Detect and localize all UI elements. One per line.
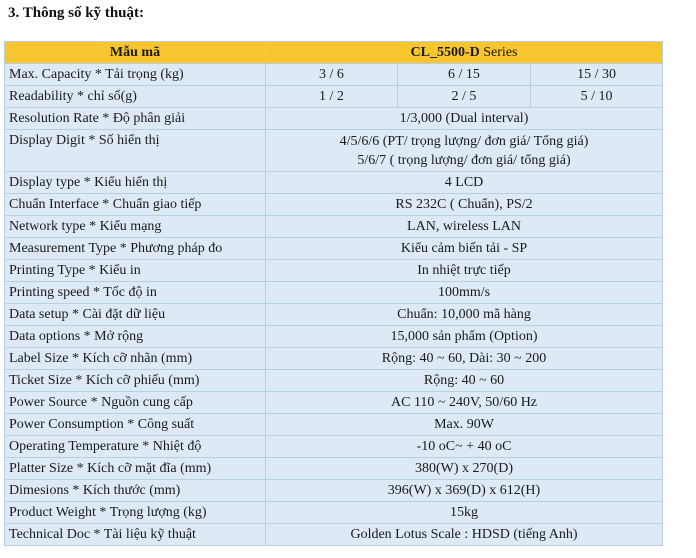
row-value: 15kg [264,501,664,524]
table-header-row: Mẫu mã CL_5500-D Series [4,41,664,64]
row-value: 100mm/s [264,281,664,304]
row-label: Printing Type * Kiểu in [4,259,266,282]
table-row: Data options * Mở rộng 15,000 sản phẩm (O… [4,325,664,348]
table-row: Display type * Kiểu hiển thị 4 LCD [4,171,664,194]
row-label: Display Digit * Số hiển thị [4,129,266,172]
table-row: Measurement Type * Phương pháp đo Kiểu cả… [4,237,664,260]
model-name: CL_5500-D [410,45,480,60]
table-row: Data setup * Cài đặt dữ liệu Chuẩn: 10,00… [4,303,664,326]
row-value: 2 / 5 [397,85,531,108]
table-row: Display Digit * Số hiển thị 4/5/6/6 (PT/… [4,129,664,172]
row-value: Rộng: 40 ~ 60 [264,369,664,392]
row-value: 15,000 sản phẩm (Option) [264,325,664,348]
header-model-value: CL_5500-D Series [264,41,664,64]
row-label: Measurement Type * Phương pháp đo [4,237,266,260]
row-value: 4/5/6/6 (PT/ trọng lượng/ đơn giá/ Tổng … [264,129,664,172]
row-label: Power Consumption * Công suất [4,413,266,436]
row-label: Data setup * Cài đặt dữ liệu [4,303,266,326]
row-value: 1/3,000 (Dual interval) [264,107,664,130]
table-row: Label Size * Kích cỡ nhãn (mm) Rộng: 40 ~… [4,347,664,370]
row-value: 15 / 30 [529,63,664,86]
row-label: Network type * Kiểu mạng [4,215,266,238]
row-value: 3 / 6 [265,63,398,86]
row-value: -10 oC~ + 40 oC [264,435,664,458]
section-heading: 3. Thông số kỹ thuật: [8,5,145,21]
table-row: Operating Temperature * Nhiệt độ -10 oC~ … [4,435,664,458]
row-label: Dimesions * Kích thước (mm) [4,479,266,502]
table-row: Readability * chỉ số(g) 1 / 2 2 / 5 5 / … [4,85,664,108]
table-row: Technical Doc * Tài liệu kỹ thuật Golden … [4,523,664,546]
row-value: Max. 90W [264,413,664,436]
row-value: 380(W) x 270(D) [264,457,664,480]
row-label: Printing speed * Tốc độ in [4,281,266,304]
row-value: 1 / 2 [265,85,398,108]
header-model-label: Mẫu mã [4,41,266,64]
row-label: Display type * Kiểu hiển thị [4,171,266,194]
row-label: Data options * Mở rộng [4,325,266,348]
row-label: Label Size * Kích cỡ nhãn (mm) [4,347,266,370]
row-label: Operating Temperature * Nhiệt độ [4,435,266,458]
display-digit-line-2: 5/6/7 ( trọng lượng/ đơn giá/ tổng giá) [357,152,571,168]
table-row: Chuẩn Interface * Chuẩn giao tiếp RS 232C… [4,193,664,216]
table-row: Max. Capacity * Tải trọng (kg) 3 / 6 6 /… [4,63,664,86]
table-row: Product Weight * Trọng lượng (kg) 15kg [4,501,664,524]
row-value: RS 232C ( Chuẩn), PS/2 [264,193,664,216]
row-value: 396(W) x 369(D) x 612(H) [264,479,664,502]
row-label: Max. Capacity * Tải trọng (kg) [4,63,266,86]
row-value: Kiểu cảm biến tải - SP [264,237,664,260]
table-row: Network type * Kiểu mạng LAN, wireless LA… [4,215,664,238]
table-row: Platter Size * Kích cỡ mặt đĩa (mm) 380(W… [4,457,664,480]
display-digit-line-1: 4/5/6/6 (PT/ trọng lượng/ đơn giá/ Tổng … [339,133,589,149]
row-label: Chuẩn Interface * Chuẩn giao tiếp [4,193,266,216]
row-value: AC 110 ~ 240V, 50/60 Hz [264,391,664,414]
table-row: Ticket Size * Kích cỡ phiếu (mm) Rộng: 40… [4,369,664,392]
row-value: Golden Lotus Scale : HDSD (tiếng Anh) [264,523,664,546]
row-value: In nhiệt trực tiếp [264,259,664,282]
row-value: 4 LCD [264,171,664,194]
row-label: Resolution Rate * Độ phân giải [4,107,266,130]
table-row: Resolution Rate * Độ phân giải 1/3,000 (… [4,107,664,130]
row-value: Chuẩn: 10,000 mã hàng [264,303,664,326]
model-suffix: Series [479,45,518,60]
row-label: Ticket Size * Kích cỡ phiếu (mm) [4,369,266,392]
row-label: Power Source * Nguồn cung cấp [4,391,266,414]
table-row: Printing Type * Kiểu in In nhiệt trực tiế… [4,259,664,282]
spec-table: Mẫu mã CL_5500-D Series Max. Capacity * … [4,41,664,546]
row-value: 6 / 15 [397,63,531,86]
table-row: Power Consumption * Công suất Max. 90W [4,413,664,436]
row-label: Readability * chỉ số(g) [4,85,266,108]
table-row: Power Source * Nguồn cung cấp AC 110 ~ 24… [4,391,664,414]
row-value: 5 / 10 [529,85,664,108]
row-label: Technical Doc * Tài liệu kỹ thuật [4,523,266,546]
table-row: Printing speed * Tốc độ in 100mm/s [4,281,664,304]
row-value: LAN, wireless LAN [264,215,664,238]
table-row: Dimesions * Kích thước (mm) 396(W) x 369(… [4,479,664,502]
row-label: Product Weight * Trọng lượng (kg) [4,501,266,524]
row-label: Platter Size * Kích cỡ mặt đĩa (mm) [4,457,266,480]
row-value: Rộng: 40 ~ 60, Dài: 30 ~ 200 [264,347,664,370]
